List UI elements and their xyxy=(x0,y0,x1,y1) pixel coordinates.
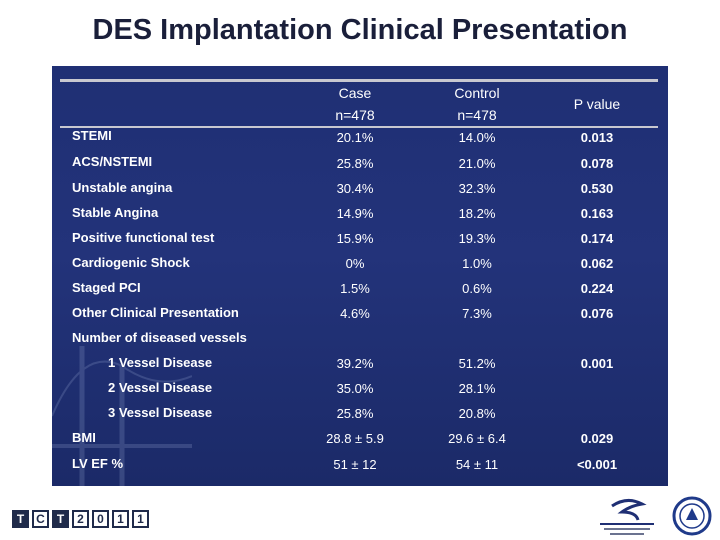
row-case: 4.6% xyxy=(340,306,370,321)
row-control: 21.0% xyxy=(458,156,496,171)
tct-logo-char: 1 xyxy=(132,510,149,528)
row-case: 51 ± 12 xyxy=(333,457,377,472)
row-pvalue: 0.076 xyxy=(580,306,614,321)
header-case-n: n=478 xyxy=(335,107,375,123)
tct-logo-char: 0 xyxy=(92,510,109,528)
row-pvalue: 0.530 xyxy=(580,181,614,196)
tct-logo-char: 2 xyxy=(72,510,89,528)
header-case: Case xyxy=(338,85,372,101)
row-case: 0% xyxy=(345,256,365,271)
row-pvalue: <0.001 xyxy=(576,457,618,472)
row-control: 29.6 ± 6.4 xyxy=(448,431,506,446)
tct-logo-char: C xyxy=(32,510,49,528)
row-case: 25.8% xyxy=(336,156,374,171)
row-label: BMI xyxy=(72,430,96,445)
row-pvalue: 0.013 xyxy=(580,130,614,145)
row-case: 20.1% xyxy=(336,130,374,145)
row-control: 14.0% xyxy=(458,130,496,145)
tct-logo: T C T 2 0 1 1 xyxy=(12,510,149,530)
vessel-case: 35.0% xyxy=(336,381,374,396)
row-pvalue: 0.062 xyxy=(580,256,614,271)
row-control: 7.3% xyxy=(462,306,492,321)
vessels-heading: Number of diseased vessels xyxy=(72,330,247,345)
row-label: Staged PCI xyxy=(72,280,141,295)
row-pvalue: 0.029 xyxy=(580,431,614,446)
row-case: 1.5% xyxy=(340,281,370,296)
vessels-pvalue: 0.001 xyxy=(580,356,614,371)
row-pvalue: 0.163 xyxy=(580,206,614,221)
row-case: 30.4% xyxy=(336,181,374,196)
row-case: 28.8 ± 5.9 xyxy=(326,431,384,446)
vessel-control: 20.8% xyxy=(458,406,496,421)
row-control: 32.3% xyxy=(458,181,496,196)
row-pvalue: 0.078 xyxy=(580,156,614,171)
row-case: 15.9% xyxy=(336,231,374,246)
row-control: 54 ± 11 xyxy=(455,457,499,472)
tct-logo-char: 1 xyxy=(112,510,129,528)
row-label: LV EF % xyxy=(72,456,124,471)
row-control: 18.2% xyxy=(458,206,496,221)
crf-logo-icon xyxy=(600,499,654,535)
bridge-silhouette-icon xyxy=(52,346,192,486)
header-pvalue: P value xyxy=(573,96,621,112)
row-case: 14.9% xyxy=(336,206,374,221)
slide-title: DES Implantation Clinical Presentation xyxy=(92,14,628,46)
row-control: 1.0% xyxy=(462,256,492,271)
row-label: Unstable angina xyxy=(72,180,173,195)
vessel-control: 51.2% xyxy=(458,356,496,371)
data-table-panel: Case n=478 Control n=478 P value STEMI 2… xyxy=(52,66,668,486)
vessel-label: 2 Vessel Disease xyxy=(108,380,213,395)
header-rule-top xyxy=(60,79,658,82)
row-control: 19.3% xyxy=(458,231,496,246)
header-control: Control xyxy=(454,85,500,101)
row-control: 0.6% xyxy=(462,281,492,296)
tct-logo-char: T xyxy=(12,510,29,528)
row-pvalue: 0.174 xyxy=(580,231,614,246)
row-label: Positive functional test xyxy=(72,230,215,245)
tct-logo-char: T xyxy=(52,510,69,528)
row-label: ACS/NSTEMI xyxy=(72,154,153,169)
header-rule-bottom xyxy=(60,126,658,128)
vessel-control: 28.1% xyxy=(458,381,496,396)
row-pvalue: 0.224 xyxy=(580,281,614,296)
vessel-label: 3 Vessel Disease xyxy=(108,405,213,420)
row-label: Stable Angina xyxy=(72,205,159,220)
row-label: Cardiogenic Shock xyxy=(72,255,190,270)
row-label: STEMI xyxy=(72,128,112,143)
university-seal-icon xyxy=(672,496,712,536)
vessel-label: 1 Vessel Disease xyxy=(108,355,213,370)
vessel-case: 39.2% xyxy=(336,356,374,371)
row-label: Other Clinical Presentation xyxy=(72,305,239,320)
header-control-n: n=478 xyxy=(457,107,497,123)
vessel-case: 25.8% xyxy=(336,406,374,421)
